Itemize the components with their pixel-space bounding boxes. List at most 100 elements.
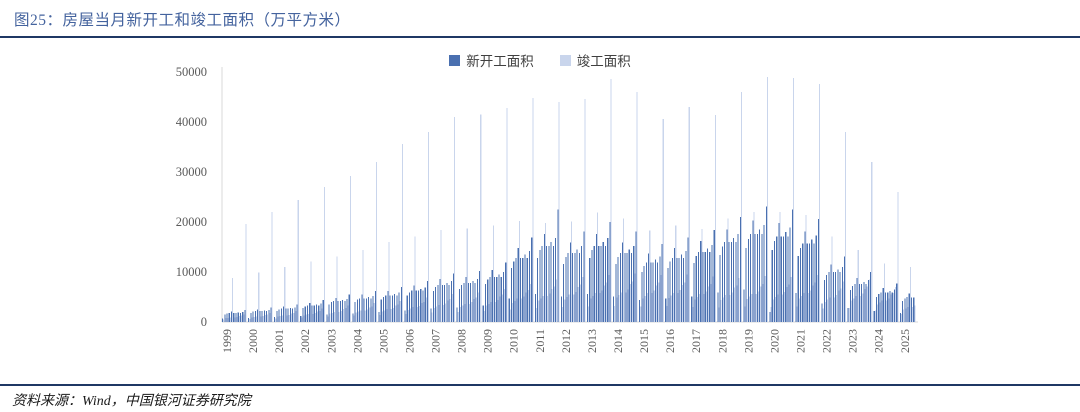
bar-completions	[850, 300, 853, 322]
bar-completions	[281, 315, 284, 322]
bar-completions	[314, 313, 316, 322]
bar-completions	[772, 299, 774, 322]
bar-starts	[432, 290, 434, 322]
bar-completions	[336, 256, 338, 322]
bar-starts	[724, 242, 726, 322]
y-tick-label: 40000	[176, 115, 207, 129]
bar-completions	[720, 299, 722, 322]
bar-starts	[448, 284, 450, 322]
bar-completions	[734, 287, 736, 322]
bar-starts	[887, 292, 889, 322]
bar-starts	[294, 307, 296, 322]
bar-completions	[547, 295, 549, 322]
bar-completions	[527, 290, 529, 322]
bar-starts	[398, 292, 400, 322]
bar-completions	[407, 309, 409, 322]
bar-completions	[577, 287, 579, 322]
bar-completions	[859, 295, 862, 322]
bar-completions	[871, 162, 873, 322]
bar-completions	[670, 295, 672, 322]
x-tick-label: 2001	[272, 329, 286, 353]
bar-completions	[483, 311, 485, 322]
bar-starts	[528, 251, 531, 322]
bar-completions	[255, 316, 258, 322]
bar-completions	[779, 212, 781, 322]
bar-completions	[473, 298, 475, 322]
bar-completions	[327, 316, 329, 322]
bar-starts	[884, 292, 887, 322]
bar-completions	[855, 295, 857, 322]
bar-completions	[253, 317, 255, 322]
bar-starts	[413, 285, 415, 322]
bar-starts	[839, 272, 841, 322]
bar-completions	[588, 306, 590, 322]
x-tick-label: 2025	[898, 329, 912, 353]
bar-completions	[360, 310, 362, 322]
bar-starts	[880, 292, 882, 322]
bar-starts	[728, 242, 730, 322]
bar-completions	[509, 309, 511, 322]
bar-starts	[861, 284, 863, 322]
bar-completions	[620, 292, 622, 322]
bar-starts	[856, 278, 858, 322]
bar-completions	[371, 306, 373, 322]
bar-starts	[795, 293, 797, 322]
bar-starts	[837, 269, 839, 322]
bar-completions	[575, 292, 577, 322]
bar-starts	[439, 279, 441, 322]
bar-starts	[574, 253, 576, 322]
bar-completions	[384, 310, 386, 322]
bar-starts	[348, 294, 350, 322]
bar-completions	[269, 313, 271, 322]
bar-starts	[510, 268, 513, 322]
bar-starts	[619, 253, 621, 322]
bar-starts	[578, 253, 580, 322]
bar-completions	[405, 313, 407, 322]
bar-starts	[244, 310, 246, 322]
bar-completions	[634, 273, 636, 322]
bar-starts	[624, 253, 626, 322]
bar-completions	[592, 295, 594, 322]
bar-starts	[761, 234, 763, 322]
bar-completions	[892, 292, 894, 322]
bar-starts	[502, 272, 504, 322]
bar-starts	[268, 309, 270, 322]
bar-completions	[677, 292, 679, 322]
bar-starts	[335, 297, 337, 322]
bar-completions	[662, 119, 664, 322]
y-tick-label: 0	[201, 315, 207, 329]
bar-starts	[365, 298, 367, 322]
bar-completions	[712, 276, 714, 322]
bar-starts	[422, 290, 424, 322]
bar-starts	[754, 234, 756, 322]
bar-starts	[891, 292, 893, 322]
bar-completions	[775, 297, 777, 322]
bar-starts	[479, 270, 481, 322]
bar-completions	[390, 309, 392, 322]
bar-starts	[726, 229, 728, 322]
bar-starts	[583, 231, 585, 322]
bar-starts	[697, 252, 700, 322]
bar-starts	[484, 284, 487, 322]
bar-starts	[555, 238, 557, 322]
bar-starts	[415, 290, 417, 322]
bar-starts	[643, 265, 645, 322]
bar-completions	[786, 287, 788, 322]
bar-completions	[629, 284, 631, 322]
bar-completions	[594, 293, 596, 322]
bar-completions	[561, 307, 564, 322]
bar-starts	[380, 299, 382, 322]
bar-starts	[826, 274, 828, 322]
bar-starts	[896, 283, 898, 322]
bar-starts	[693, 263, 695, 322]
bar-starts	[815, 235, 817, 322]
bar-completions	[412, 307, 414, 322]
bar-starts	[899, 313, 901, 322]
bar-starts	[773, 241, 776, 322]
bar-completions	[879, 302, 881, 322]
bar-completions	[788, 284, 790, 322]
bar-starts	[230, 311, 233, 322]
bar-starts	[569, 242, 571, 322]
bar-completions	[623, 218, 625, 322]
bar-completions	[814, 282, 816, 322]
